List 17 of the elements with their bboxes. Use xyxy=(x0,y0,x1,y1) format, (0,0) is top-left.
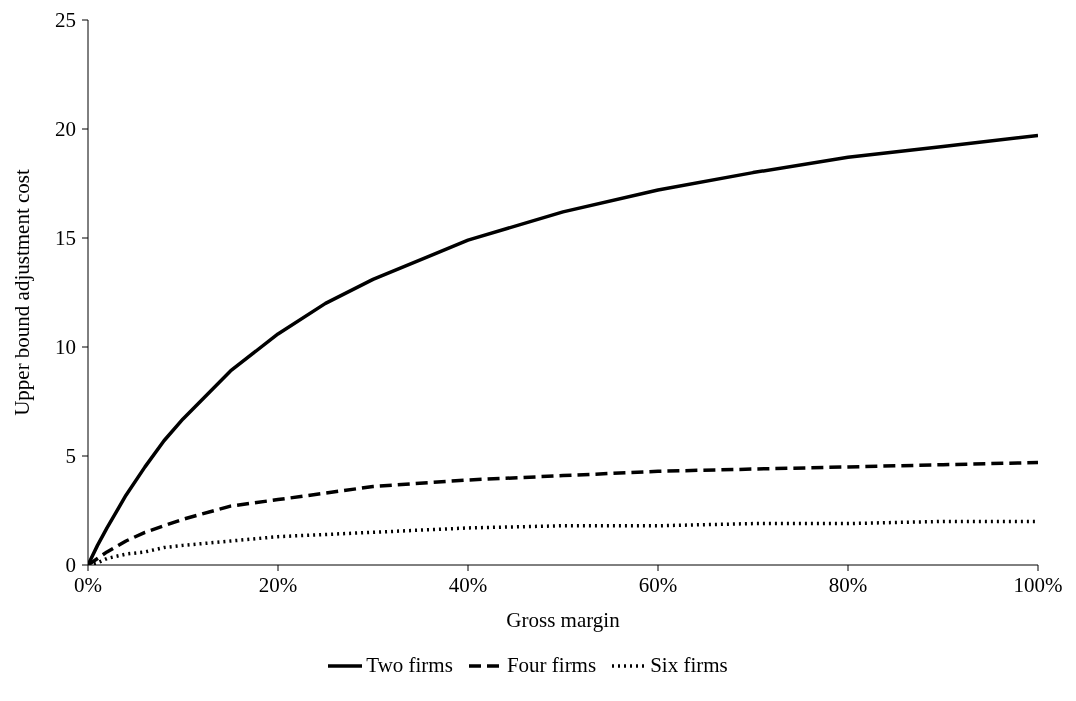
x-axis-title: Gross margin xyxy=(506,608,621,632)
x-tick-label: 80% xyxy=(828,572,868,597)
legend-label: Four firms xyxy=(505,653,597,678)
legend-label: Six firms xyxy=(649,653,728,678)
y-tick-label: 15 xyxy=(55,226,76,250)
x-tick-label: 60% xyxy=(638,572,678,597)
x-tick-label: 20% xyxy=(258,572,298,597)
y-tick-label: 10 xyxy=(55,335,76,359)
y-tick-label: 0 xyxy=(65,553,76,577)
y-tick-label: 20 xyxy=(55,117,76,141)
y-axis-title: Upper bound adjustment cost xyxy=(10,168,35,416)
x-tick-label: 40% xyxy=(448,572,488,597)
legend-label: Two firms xyxy=(365,653,453,678)
x-tick-label: 0% xyxy=(74,572,102,597)
x-tick-label: 100% xyxy=(1013,572,1063,597)
y-tick-label: 5 xyxy=(65,444,76,468)
y-tick-label: 25 xyxy=(55,8,76,32)
